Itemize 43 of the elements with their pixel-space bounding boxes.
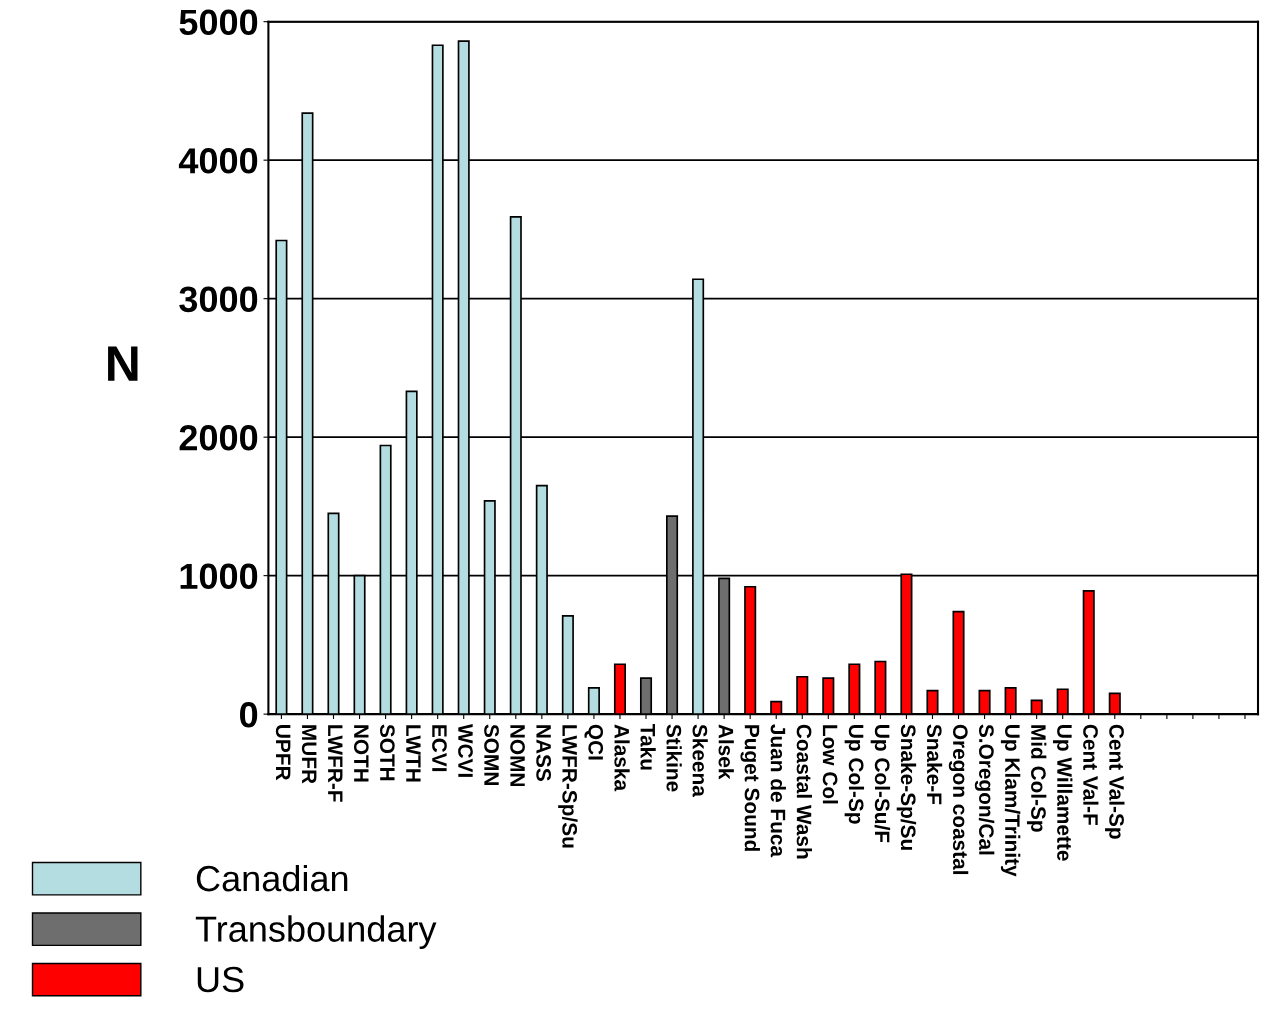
- x-tick-label: NOTH: [353, 725, 369, 782]
- x-tick-label: Coastal Wash: [796, 724, 812, 859]
- x-tick-label: Up Col-Su/F: [870, 725, 891, 843]
- x-tick-label: Cent Val-Sp: [1105, 724, 1125, 839]
- x-tick-label: Low Col: [822, 725, 839, 804]
- x-tick-label: SOTH: [379, 724, 395, 781]
- x-tick-label: UPFR: [275, 725, 291, 781]
- x-tick-label: Skeena: [692, 724, 708, 797]
- y-tick-label: 3000: [179, 286, 258, 313]
- x-tick-label: Puget Sound: [740, 725, 760, 851]
- x-tick-label: Taku: [640, 724, 656, 770]
- x-tick-label: MUFR: [301, 725, 317, 784]
- x-tick-label: Stikine: [666, 724, 682, 792]
- x-tick-label: Up Col-Sp: [844, 725, 865, 824]
- legend-label: Transboundary: [195, 915, 437, 950]
- y-axis-title: N: [108, 346, 138, 381]
- y-tick-label: 0: [240, 702, 258, 728]
- x-tick-label: SOMN: [484, 724, 499, 785]
- x-tick-label: WCVI: [458, 723, 473, 777]
- x-tick-label: NASS: [536, 725, 551, 781]
- x-tick-label: ECVI: [432, 725, 447, 772]
- x-tick-label: LWTH: [406, 725, 421, 782]
- y-tick-label: 4000: [178, 148, 258, 174]
- legend-label: US: [197, 966, 244, 993]
- y-tick-label: 1000: [180, 563, 258, 590]
- x-tick-label: QCI: [584, 724, 604, 760]
- y-tick-label: 5000: [179, 9, 258, 36]
- x-tick-label: Up Willamette: [1052, 725, 1073, 861]
- x-tick-label: LWFR-F: [328, 725, 343, 802]
- x-tick-label: Alsek: [718, 724, 734, 780]
- x-tick-label: Alaska: [614, 724, 630, 792]
- x-tick-label: Snake-Sp/Su: [896, 724, 917, 850]
- y-tick-label: 2000: [179, 425, 258, 451]
- x-tick-label: NOMN: [510, 725, 525, 787]
- x-tick-label: LWFR-Sp/Su: [558, 725, 578, 848]
- x-tick-label: S.Oregon/Cal: [974, 724, 995, 855]
- x-tick-label: Juan de Fuca: [770, 724, 786, 858]
- x-tick-label: Oregon coastal: [948, 724, 969, 875]
- x-tick-label: Cent Val-F: [1083, 724, 1099, 825]
- x-tick-label: Mid Col-Sp: [1026, 725, 1047, 832]
- x-tick-label: Snake-F: [926, 724, 943, 805]
- legend-label: Canadian: [196, 864, 348, 892]
- x-tick-label: Up Klam/Trinity: [1000, 725, 1021, 877]
